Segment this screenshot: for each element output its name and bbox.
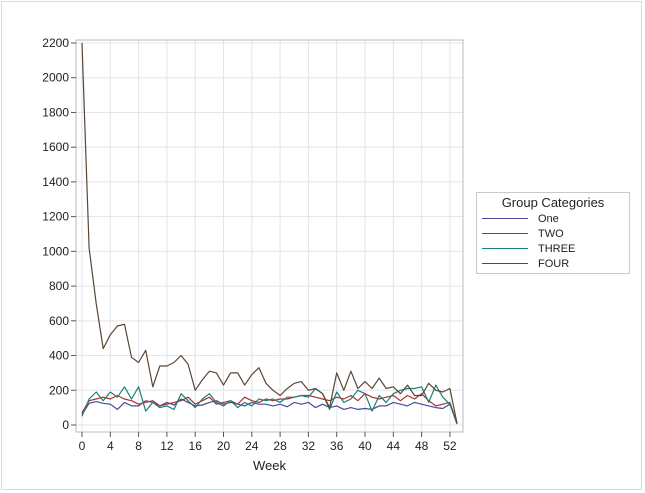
y-tick-label: 1200 xyxy=(42,210,69,224)
x-tick-label: 52 xyxy=(443,439,457,453)
plot-area-border xyxy=(75,39,464,433)
y-tick-label: 1400 xyxy=(42,175,69,189)
y-tick-label: 200 xyxy=(49,383,69,397)
series-line-one xyxy=(81,398,458,425)
legend: Group Categories One TWO THREE FOUR xyxy=(476,192,630,274)
legend-swatch-three xyxy=(482,248,528,249)
series-lines xyxy=(81,42,458,425)
y-tick-label: 800 xyxy=(49,279,69,293)
x-tick-label: 0 xyxy=(79,439,86,453)
x-tick-label: 44 xyxy=(387,439,401,453)
legend-swatch-four xyxy=(482,263,528,264)
y-tick-label: 1800 xyxy=(42,105,69,119)
x-tick-label: 8 xyxy=(135,439,142,453)
legend-item-four: FOUR xyxy=(477,256,629,271)
y-tick-label: 400 xyxy=(49,349,69,363)
legend-label-three: THREE xyxy=(538,242,576,255)
y-tick-label: 2200 xyxy=(42,36,69,50)
x-tick-label: 16 xyxy=(189,439,203,453)
y-tick-label: 1000 xyxy=(42,244,69,258)
x-tick-label: 20 xyxy=(217,439,231,453)
x-tick-label: 48 xyxy=(415,439,429,453)
legend-item-two: TWO xyxy=(477,226,629,241)
y-tick-label: 0 xyxy=(62,418,69,432)
x-tick-label: 28 xyxy=(273,439,287,453)
y-tick-label: 2000 xyxy=(42,71,69,85)
x-axis-label: Week xyxy=(253,458,286,473)
legend-label-one: One xyxy=(538,212,559,225)
y-tick-label: 1600 xyxy=(42,140,69,154)
x-tick-label: 4 xyxy=(107,439,114,453)
legend-swatch-one xyxy=(482,218,528,219)
legend-label-two: TWO xyxy=(538,227,564,240)
x-tick-label: 36 xyxy=(330,439,344,453)
axis-ticks: 0200400600800100012001400160018002000220… xyxy=(42,36,457,453)
legend-item-one: One xyxy=(477,211,629,226)
x-tick-label: 12 xyxy=(160,439,174,453)
series-line-four xyxy=(81,42,458,424)
x-tick-label: 32 xyxy=(302,439,316,453)
x-tick-label: 24 xyxy=(245,439,259,453)
grid xyxy=(76,40,463,432)
series-line-three xyxy=(81,384,458,424)
legend-label-four: FOUR xyxy=(538,257,570,270)
y-tick-label: 600 xyxy=(49,314,69,328)
x-tick-label: 40 xyxy=(358,439,372,453)
legend-swatch-two xyxy=(482,233,528,234)
legend-item-three: THREE xyxy=(477,241,629,256)
legend-title: Group Categories xyxy=(501,195,605,210)
